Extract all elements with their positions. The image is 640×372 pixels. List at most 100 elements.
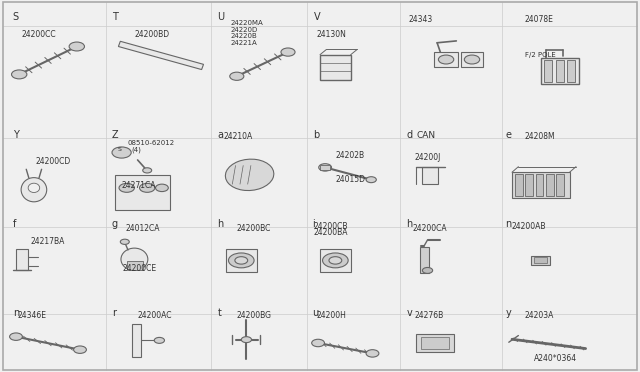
Text: T: T (112, 12, 118, 22)
Text: 24200CD: 24200CD (35, 157, 70, 166)
Bar (567, 60, 575, 82)
Text: U: U (218, 12, 225, 22)
Text: 24200CE: 24200CE (122, 264, 156, 273)
Bar (132, 324, 141, 357)
Bar (544, 60, 552, 82)
Polygon shape (118, 41, 204, 70)
Circle shape (366, 177, 376, 183)
Circle shape (143, 168, 152, 173)
Text: 24221A: 24221A (230, 40, 257, 46)
Text: n: n (13, 308, 19, 318)
Circle shape (74, 346, 86, 353)
Text: 24200BD: 24200BD (134, 30, 170, 39)
Text: F/2 POLE: F/2 POLE (525, 52, 556, 58)
Text: t: t (218, 308, 221, 318)
Text: 24271CA: 24271CA (122, 181, 156, 190)
Circle shape (230, 72, 244, 80)
Text: Y: Y (13, 129, 19, 140)
Text: 24217BA: 24217BA (31, 237, 65, 246)
Bar (536, 174, 543, 196)
Text: 24220MA: 24220MA (230, 20, 263, 26)
Bar (320, 55, 351, 80)
Circle shape (10, 333, 22, 340)
Bar (115, 175, 170, 210)
Bar (556, 174, 564, 196)
Text: CAN: CAN (417, 131, 436, 140)
Text: y: y (506, 308, 511, 318)
Circle shape (438, 55, 454, 64)
Text: 24346E: 24346E (18, 311, 47, 320)
Text: f: f (13, 219, 16, 229)
Text: 24276B: 24276B (415, 311, 444, 320)
Bar (422, 167, 438, 184)
Text: 24200CA: 24200CA (413, 224, 447, 232)
Circle shape (154, 337, 164, 343)
Text: 24200AC: 24200AC (138, 311, 172, 320)
Text: V: V (314, 12, 320, 22)
Circle shape (312, 339, 324, 347)
Text: 24012CA: 24012CA (125, 224, 160, 232)
Bar (416, 334, 454, 352)
Circle shape (241, 337, 252, 343)
Text: 24200BC: 24200BC (237, 224, 271, 232)
Text: 24200H: 24200H (317, 311, 347, 320)
Text: Z: Z (112, 129, 118, 140)
Circle shape (323, 253, 348, 268)
Bar (546, 174, 554, 196)
Bar (16, 249, 28, 270)
Text: A240*0364: A240*0364 (534, 354, 577, 363)
Circle shape (329, 257, 342, 264)
Bar (515, 174, 523, 196)
Bar (421, 337, 449, 349)
Text: u: u (312, 308, 318, 318)
Text: 24203A: 24203A (525, 311, 554, 320)
Circle shape (281, 48, 295, 56)
Text: 24200BG: 24200BG (237, 311, 272, 320)
Text: 24210A: 24210A (224, 132, 253, 141)
Circle shape (235, 257, 248, 264)
Ellipse shape (121, 248, 148, 270)
Bar (525, 174, 533, 196)
Text: 24078E: 24078E (525, 15, 554, 24)
Text: i: i (312, 219, 314, 229)
Text: S: S (13, 12, 19, 22)
Bar (320, 249, 351, 272)
Bar (434, 52, 458, 67)
Text: 24220B: 24220B (230, 33, 257, 39)
Text: h: h (218, 219, 224, 229)
Circle shape (112, 147, 131, 158)
Bar (541, 58, 579, 84)
Circle shape (228, 253, 254, 268)
Bar (531, 256, 550, 265)
Bar (127, 261, 143, 270)
Text: 24200AB: 24200AB (512, 222, 547, 231)
Ellipse shape (28, 183, 40, 193)
Bar (461, 52, 483, 67)
Ellipse shape (21, 177, 47, 202)
Text: d: d (406, 129, 413, 140)
Text: r: r (112, 308, 116, 318)
Circle shape (69, 42, 84, 51)
Ellipse shape (225, 159, 274, 190)
Text: g: g (112, 219, 118, 229)
Bar (320, 165, 330, 170)
Text: 24015D: 24015D (336, 175, 366, 184)
Text: 24200J: 24200J (415, 153, 441, 162)
Text: h: h (406, 219, 413, 229)
Text: 24208M: 24208M (525, 132, 556, 141)
Text: S: S (118, 147, 122, 153)
Circle shape (12, 70, 27, 79)
Circle shape (366, 350, 379, 357)
Circle shape (120, 239, 129, 244)
Circle shape (422, 267, 433, 273)
Bar (226, 249, 257, 272)
Circle shape (119, 183, 134, 192)
Bar (512, 172, 570, 198)
Circle shape (156, 184, 168, 192)
Circle shape (319, 164, 332, 171)
Text: 24200CB: 24200CB (314, 222, 348, 231)
Text: 24200CC: 24200CC (21, 30, 56, 39)
Text: (4): (4) (131, 146, 141, 153)
Circle shape (140, 183, 155, 192)
Text: 24130N: 24130N (317, 30, 347, 39)
